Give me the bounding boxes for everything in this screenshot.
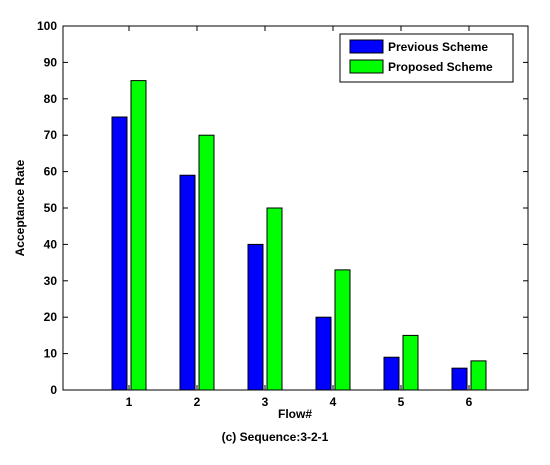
legend-swatch-proposed xyxy=(349,59,384,74)
x-tick-label: 1 xyxy=(126,395,133,409)
bar-series xyxy=(111,80,487,391)
legend-label-previous: Previous Scheme xyxy=(388,40,488,54)
figure-caption: (c) Sequence:3-2-1 xyxy=(221,430,329,444)
bar-chart: 0 10 20 30 40 50 60 70 80 90 100 1 2 3 4 5 6 Flow# Acce… xyxy=(13,19,529,421)
bar-proposed-scheme xyxy=(266,207,283,391)
y-axis-ticks: 0 10 20 30 40 50 60 70 80 90 100 xyxy=(37,19,528,397)
bar-previous-scheme xyxy=(315,316,332,391)
bar-proposed-scheme xyxy=(470,360,487,391)
y-tick-label: 40 xyxy=(44,237,58,251)
x-axis-ticks: 1 2 3 4 5 6 xyxy=(126,26,473,409)
x-axis-label: Flow# xyxy=(278,407,312,421)
x-tick-label: 6 xyxy=(466,395,473,409)
bar-previous-scheme xyxy=(383,356,400,391)
y-tick-label: 10 xyxy=(44,347,58,361)
x-tick-label: 3 xyxy=(262,395,269,409)
y-tick-label: 50 xyxy=(44,201,58,215)
bar-proposed-scheme xyxy=(130,80,147,391)
bar-previous-scheme xyxy=(179,174,196,391)
y-tick-label: 0 xyxy=(50,383,57,397)
y-tick-label: 60 xyxy=(44,165,58,179)
x-tick-label: 4 xyxy=(330,395,337,409)
legend-label-proposed: Proposed Scheme xyxy=(388,60,493,74)
bar-previous-scheme xyxy=(451,367,468,391)
y-tick-label: 100 xyxy=(37,19,57,33)
bar-previous-scheme xyxy=(111,116,128,391)
bar-proposed-scheme xyxy=(334,269,351,391)
bar-previous-scheme xyxy=(247,243,264,391)
bar-proposed-scheme xyxy=(402,334,419,391)
bar-proposed-scheme xyxy=(198,134,215,391)
legend: Previous Scheme Proposed Scheme xyxy=(339,33,514,83)
legend-swatch-previous xyxy=(349,39,384,54)
y-tick-label: 30 xyxy=(44,274,58,288)
x-tick-label: 5 xyxy=(398,395,405,409)
x-tick-label: 2 xyxy=(194,395,201,409)
y-tick-label: 90 xyxy=(44,55,58,69)
y-tick-label: 20 xyxy=(44,310,58,324)
y-tick-label: 70 xyxy=(44,128,58,142)
y-tick-label: 80 xyxy=(44,92,58,106)
y-axis-label: Acceptance Rate xyxy=(13,159,27,256)
